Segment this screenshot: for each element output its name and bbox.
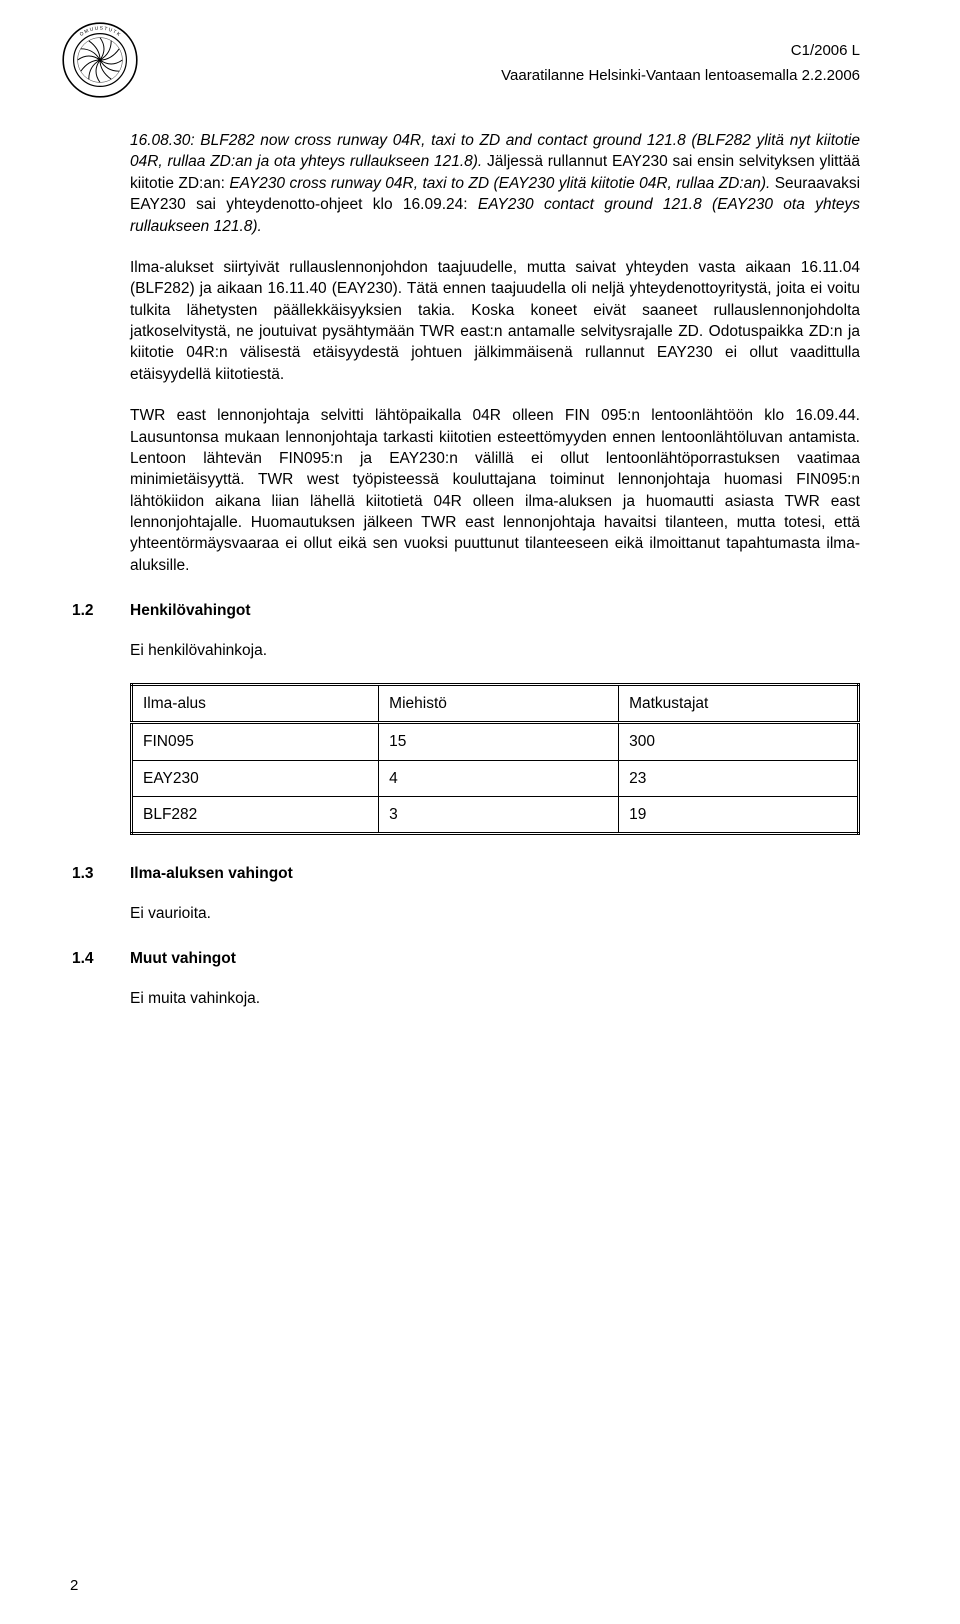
table-cell: 19 [619, 797, 859, 834]
table-header-cell: Matkustajat [619, 684, 859, 722]
table-header-cell: Ilma-alus [132, 684, 379, 722]
table-cell: 15 [379, 723, 619, 760]
section-number: 1.3 [72, 863, 130, 884]
spiral-seal-icon: O M U U S T U T K [60, 20, 140, 100]
section-1-4-body: Ei muita vahinkoja. [130, 988, 860, 1009]
table-cell: 23 [619, 760, 859, 796]
table-cell: 3 [379, 797, 619, 834]
section-number: 1.4 [72, 948, 130, 969]
table-cell: 300 [619, 723, 859, 760]
section-title: Muut vahingot [130, 948, 236, 969]
section-number: 1.2 [72, 600, 130, 621]
table-row: BLF282 3 19 [132, 797, 859, 834]
table-cell: 4 [379, 760, 619, 796]
table-header-cell: Miehistö [379, 684, 619, 722]
table-row: FIN095 15 300 [132, 723, 859, 760]
paragraph-2: Ilma-alukset siirtyivät rullauslennonjoh… [130, 257, 860, 385]
table-cell: EAY230 [132, 760, 379, 796]
section-1-2-heading: 1.2 Henkilövahingot [130, 600, 860, 621]
header-title: Vaaratilanne Helsinki-Vantaan lentoasema… [130, 65, 860, 88]
paragraph-1: 16.08.30: BLF282 now cross runway 04R, t… [130, 130, 860, 237]
page-header: O M U U S T U T K C1/2006 L Vaaratilanne… [130, 40, 860, 130]
section-1-3-body: Ei vaurioita. [130, 903, 860, 924]
section-1-3-heading: 1.3 Ilma-aluksen vahingot [130, 863, 860, 884]
table-row: EAY230 4 23 [132, 760, 859, 796]
section-title: Ilma-aluksen vahingot [130, 863, 293, 884]
section-1-4-heading: 1.4 Muut vahingot [130, 948, 860, 969]
table-cell: BLF282 [132, 797, 379, 834]
header-text: C1/2006 L Vaaratilanne Helsinki-Vantaan … [130, 40, 860, 87]
page-number: 2 [70, 1577, 78, 1594]
paragraph-3: TWR east lennonjohtaja selvitti lähtöpai… [130, 405, 860, 576]
body-content: 16.08.30: BLF282 now cross runway 04R, t… [130, 130, 860, 1009]
doc-id: C1/2006 L [130, 40, 860, 63]
section-title: Henkilövahingot [130, 600, 251, 621]
table-header-row: Ilma-alus Miehistö Matkustajat [132, 684, 859, 722]
page: O M U U S T U T K C1/2006 L Vaaratilanne… [0, 0, 960, 1624]
logo-seal: O M U U S T U T K [60, 20, 140, 100]
table-cell: FIN095 [132, 723, 379, 760]
p1-italic-2: EAY230 cross runway 04R, taxi to ZD (EAY… [229, 175, 774, 192]
section-1-2-body: Ei henkilövahinkoja. [130, 640, 860, 661]
casualties-table: Ilma-alus Miehistö Matkustajat FIN095 15… [130, 683, 860, 836]
